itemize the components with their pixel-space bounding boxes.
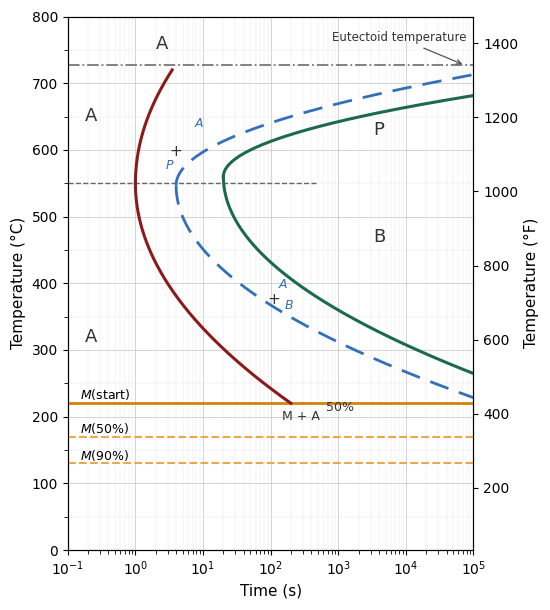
Text: Eutectoid temperature: Eutectoid temperature [332, 31, 466, 64]
Text: 50%: 50% [326, 401, 354, 414]
Text: A: A [195, 117, 203, 131]
Text: P: P [166, 159, 173, 171]
Text: B: B [373, 228, 385, 246]
Y-axis label: Temperature (°C): Temperature (°C) [11, 217, 26, 350]
Text: $M$(start): $M$(start) [80, 387, 130, 401]
Text: +: + [267, 292, 280, 307]
Text: A: A [156, 35, 168, 52]
X-axis label: Time (s): Time (s) [240, 584, 302, 599]
Text: $M$(50%): $M$(50%) [80, 422, 129, 436]
Text: P: P [373, 121, 384, 139]
Text: A: A [85, 107, 97, 125]
Text: B: B [284, 299, 293, 312]
Text: M + A: M + A [282, 410, 320, 423]
Text: +: + [170, 145, 183, 159]
Text: A: A [85, 328, 97, 346]
Y-axis label: Temperature (°F): Temperature (°F) [524, 218, 539, 348]
Text: A: A [278, 278, 287, 291]
Text: $M$(90%): $M$(90%) [80, 448, 129, 463]
